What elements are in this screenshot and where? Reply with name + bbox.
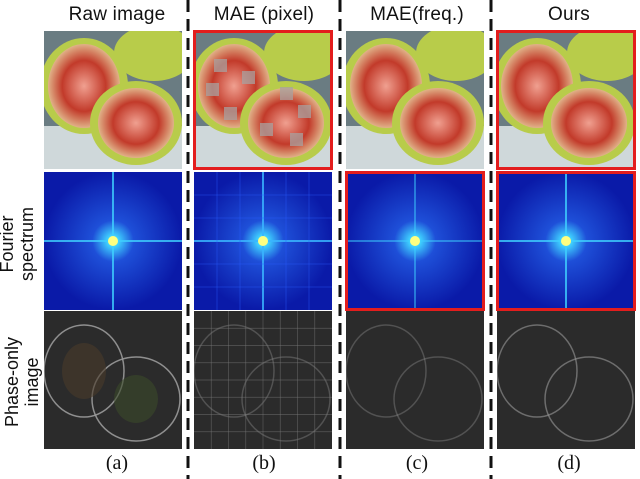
cell-fourier-col1 [44,172,182,310]
phase-image-col1 [44,311,182,449]
image-image-col2 [194,31,332,169]
row-label-fourier: Fourier spectrum [0,189,41,299]
row-label-phase-line1: Phase-only [2,336,22,428]
fourier-image-col1 [44,172,182,310]
image-image-col3 [346,31,484,169]
cell-phase-col3 [346,311,484,449]
phase-image-col2 [194,311,332,449]
header-raw-image: Raw image [68,4,166,25]
cell-image-col3 [346,31,484,169]
cell-phase-col1 [44,311,182,449]
highlight-box-fourier-col3 [345,171,485,311]
phase-image-col3 [346,311,484,449]
row-label-phase: Phase-only image [2,322,46,442]
row-label-phase-line2: image [22,357,42,407]
caption-a: (a) [105,452,129,474]
fourier-image-col3 [346,172,484,310]
fourier-image-col2 [194,172,332,310]
divider-2 [338,0,342,479]
cell-phase-col4 [497,311,635,449]
cell-image-col1 [44,31,182,169]
caption-b: (b) [252,452,276,474]
cell-fourier-col3 [346,172,484,310]
cell-image-col2 [194,31,332,169]
image-image-col4 [497,31,635,169]
highlight-box-image-col2 [193,30,333,170]
caption-c: (c) [405,452,429,474]
row-label-fourier-line2: spectrum [17,206,37,282]
caption-d: (d) [557,452,581,474]
image-image-col1 [44,31,182,169]
cell-image-col4 [497,31,635,169]
highlight-box-fourier-col4 [496,171,636,311]
divider-1 [186,0,190,479]
phase-image-col4 [497,311,635,449]
cell-fourier-col2 [194,172,332,310]
header-ours: Ours [548,4,590,25]
header-mae-pixel: MAE (pixel) [213,4,315,25]
fourier-image-col4 [497,172,635,310]
row-label-fourier-line1: Fourier [0,215,17,273]
cell-phase-col2 [194,311,332,449]
cell-fourier-col4 [497,172,635,310]
highlight-box-image-col4 [496,30,636,170]
header-mae-freq: MAE(freq.) [370,4,464,25]
divider-3 [489,0,493,479]
